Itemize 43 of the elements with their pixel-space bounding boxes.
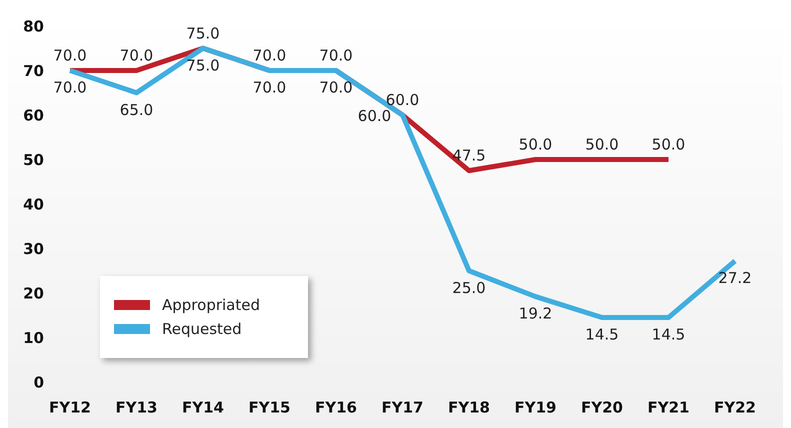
data-label: 70.0 xyxy=(252,46,286,64)
data-label: 70.0 xyxy=(53,46,87,64)
data-label: 27.2 xyxy=(718,268,752,287)
data-label: 75.0 xyxy=(186,24,220,42)
data-label: 70.0 xyxy=(319,78,353,96)
x-tick-label: FY17 xyxy=(382,398,424,417)
data-label: 47.5 xyxy=(452,146,486,165)
data-label: 60.0 xyxy=(386,91,420,109)
data-label: 50.0 xyxy=(518,136,552,154)
x-tick-label: FY14 xyxy=(182,398,224,417)
y-tick-label: 60 xyxy=(23,106,44,124)
x-tick-label: FY13 xyxy=(116,398,158,417)
y-tick-label: 10 xyxy=(23,328,44,347)
data-label: 25.0 xyxy=(452,278,486,297)
data-label: 19.2 xyxy=(518,304,552,323)
y-tick-label: 40 xyxy=(23,195,44,214)
data-label: 70.0 xyxy=(252,78,286,96)
y-tick-label: 30 xyxy=(23,240,44,258)
y-tick-label: 50 xyxy=(23,150,44,169)
x-tick-label: FY18 xyxy=(448,398,490,417)
data-label: 75.0 xyxy=(186,56,220,74)
y-tick-label: 0 xyxy=(34,373,44,392)
x-tick-label: FY22 xyxy=(714,398,756,417)
x-tick-label: FY21 xyxy=(648,398,690,417)
data-label: 50.0 xyxy=(585,136,619,154)
y-tick-label: 70 xyxy=(23,62,44,80)
data-label: 70.0 xyxy=(319,46,353,64)
x-tick-label: FY20 xyxy=(581,398,623,417)
data-label: 60.0 xyxy=(358,107,392,125)
data-label: 14.5 xyxy=(652,325,686,344)
x-tick-label: FY16 xyxy=(315,398,357,417)
data-label: 14.5 xyxy=(585,325,619,344)
x-tick-label: FY15 xyxy=(248,398,290,417)
y-tick-label: 20 xyxy=(23,284,44,302)
data-label: 65.0 xyxy=(120,100,154,119)
data-label: 70.0 xyxy=(53,78,87,96)
x-tick-label: FY12 xyxy=(49,398,91,417)
y-tick-label: 80 xyxy=(23,17,44,36)
data-label: 70.0 xyxy=(120,46,154,64)
legend-label: Requested xyxy=(162,320,242,338)
legend-label: Appropriated xyxy=(162,296,260,314)
x-tick-label: FY19 xyxy=(514,398,556,417)
data-label: 50.0 xyxy=(652,136,686,154)
